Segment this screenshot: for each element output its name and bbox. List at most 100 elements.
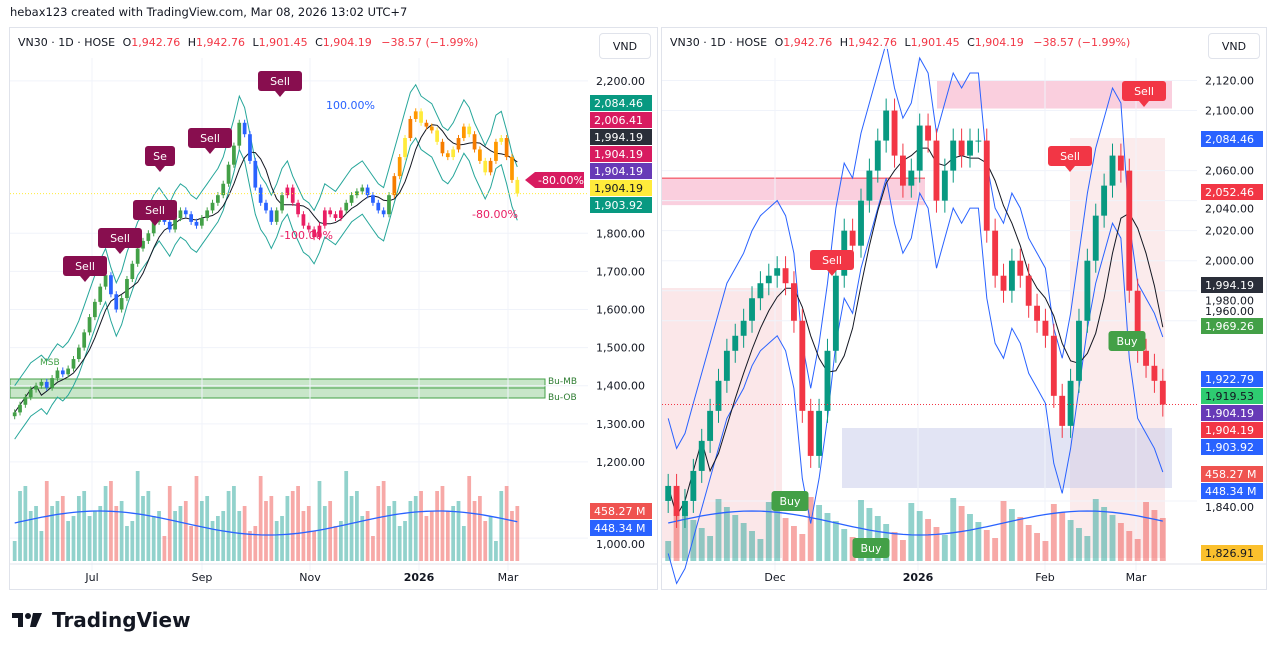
candle-body	[1042, 320, 1049, 336]
candle-body	[504, 138, 509, 158]
volume-bar	[114, 506, 119, 561]
price-axis-label: 1,903.92	[1205, 441, 1254, 454]
right-chart-panel[interactable]: VN30 · 1D · HOSE O1,942.76 H1,942.76 L1,…	[661, 27, 1267, 590]
candle-body	[264, 202, 268, 211]
price-axis-label: 1,969.26	[1205, 320, 1254, 333]
candle-body	[445, 153, 450, 158]
volume-bar	[510, 511, 514, 561]
candle-body	[483, 160, 488, 173]
candle-body	[333, 214, 338, 219]
price-axis-label: 1,904.19	[594, 148, 643, 161]
volume-bar	[933, 527, 940, 561]
y-tick-label: 2,020.00	[1205, 225, 1254, 238]
price-axis-label-bg	[590, 197, 652, 213]
volume-bar	[774, 510, 781, 561]
candle-body	[221, 183, 226, 196]
candle-body	[461, 126, 466, 139]
volume-bar	[34, 506, 38, 561]
volume-bar	[23, 486, 28, 561]
candle-body	[1143, 350, 1149, 366]
volume-bar	[419, 491, 423, 561]
volume-bar	[216, 516, 220, 561]
volume-bar	[899, 540, 906, 561]
candle-body	[125, 279, 129, 299]
candle-body	[816, 410, 823, 456]
volume-bar	[461, 526, 466, 561]
candle-body	[950, 140, 957, 171]
candle-body	[178, 210, 183, 219]
candle-body	[135, 248, 140, 264]
volume-bar	[322, 506, 327, 561]
open-value: 1,942.76	[783, 36, 833, 49]
currency-button[interactable]: VND	[1208, 33, 1260, 59]
volume-bar	[858, 500, 864, 561]
candle-body	[488, 160, 493, 173]
candle-body	[858, 200, 864, 246]
price-axis-label-bg	[590, 112, 652, 128]
volume-bar	[87, 516, 92, 561]
y-tick-label: 2,000.00	[1205, 255, 1254, 268]
price-axis-label: 2,084.46	[594, 97, 643, 110]
volume-bar	[248, 531, 252, 561]
demand-zone	[842, 428, 1172, 488]
candle-body	[958, 140, 965, 156]
candle-body	[1059, 395, 1066, 426]
volume-bar	[381, 481, 386, 561]
candle-body	[983, 140, 990, 231]
volume-bar	[740, 523, 747, 561]
volume-bar	[429, 511, 434, 561]
volume-bar	[55, 501, 60, 561]
volume-bar	[682, 512, 688, 561]
candle-body	[456, 138, 461, 150]
volume-bar	[424, 516, 429, 561]
volume-bar	[178, 506, 183, 561]
symbol-legend: VN30 · 1D · HOSE O1,942.76 H1,942.76 L1,…	[670, 36, 1131, 49]
price-axis-label: 1,904.19	[1205, 407, 1254, 420]
x-tick-label: Mar	[1126, 571, 1147, 584]
left-chart-canvas[interactable]: 2,200.00 1,800.00 1,700.00 1,600.00 1,500.00…	[10, 28, 658, 590]
candle-body	[1101, 185, 1108, 216]
sell-signal-badge: Sell	[1134, 85, 1154, 98]
candle-body	[673, 485, 680, 516]
currency-button[interactable]: VND	[599, 33, 651, 59]
y-tick-label: 1,700.00	[596, 265, 645, 278]
volume-bar	[723, 507, 730, 561]
candle-body	[12, 412, 17, 417]
candle-body	[765, 275, 772, 284]
candle-body	[774, 268, 781, 276]
candle-body	[23, 397, 28, 405]
volume-bar	[799, 534, 806, 561]
candle-body	[1159, 380, 1166, 405]
volume-bar	[765, 502, 772, 561]
volume-bar	[1084, 536, 1091, 561]
volume-bar	[28, 511, 33, 561]
zone-label: Bu-MB	[548, 377, 577, 387]
volume-bar	[237, 511, 242, 561]
volume-bar	[1151, 510, 1158, 561]
volume-bar	[1126, 531, 1133, 561]
volume-bar	[306, 506, 311, 561]
sell-signal-badge: Sell	[110, 232, 130, 245]
tradingview-logo[interactable]: TradingView	[12, 608, 191, 632]
volume-bar	[371, 536, 375, 561]
volume-bar	[472, 501, 477, 561]
high-label: H	[839, 36, 848, 49]
candle-body	[467, 126, 472, 135]
volume-bar	[1101, 507, 1108, 561]
candle-body	[18, 404, 22, 413]
left-chart-panel[interactable]: VN30 · 1D · HOSE O1,942.76 H1,942.76 L1,…	[9, 27, 658, 590]
chart-caption: hebax123 created with TradingView.com, M…	[10, 5, 408, 19]
volume-bar	[1034, 533, 1040, 561]
candle-body	[832, 275, 839, 351]
volume-bar	[816, 505, 823, 561]
volume-bar	[285, 496, 290, 561]
candle-body	[317, 225, 322, 238]
volume-bar	[690, 520, 697, 561]
candle-body	[119, 298, 124, 310]
x-tick-label: Nov	[299, 571, 321, 584]
volume-bar	[146, 491, 151, 561]
volume-bar	[189, 526, 194, 561]
candle-body	[183, 210, 188, 215]
volume-bar	[355, 491, 359, 561]
right-chart-canvas[interactable]: 2,120.00 2,100.00 2,060.00 2,040.00 2,020.00…	[662, 28, 1267, 590]
